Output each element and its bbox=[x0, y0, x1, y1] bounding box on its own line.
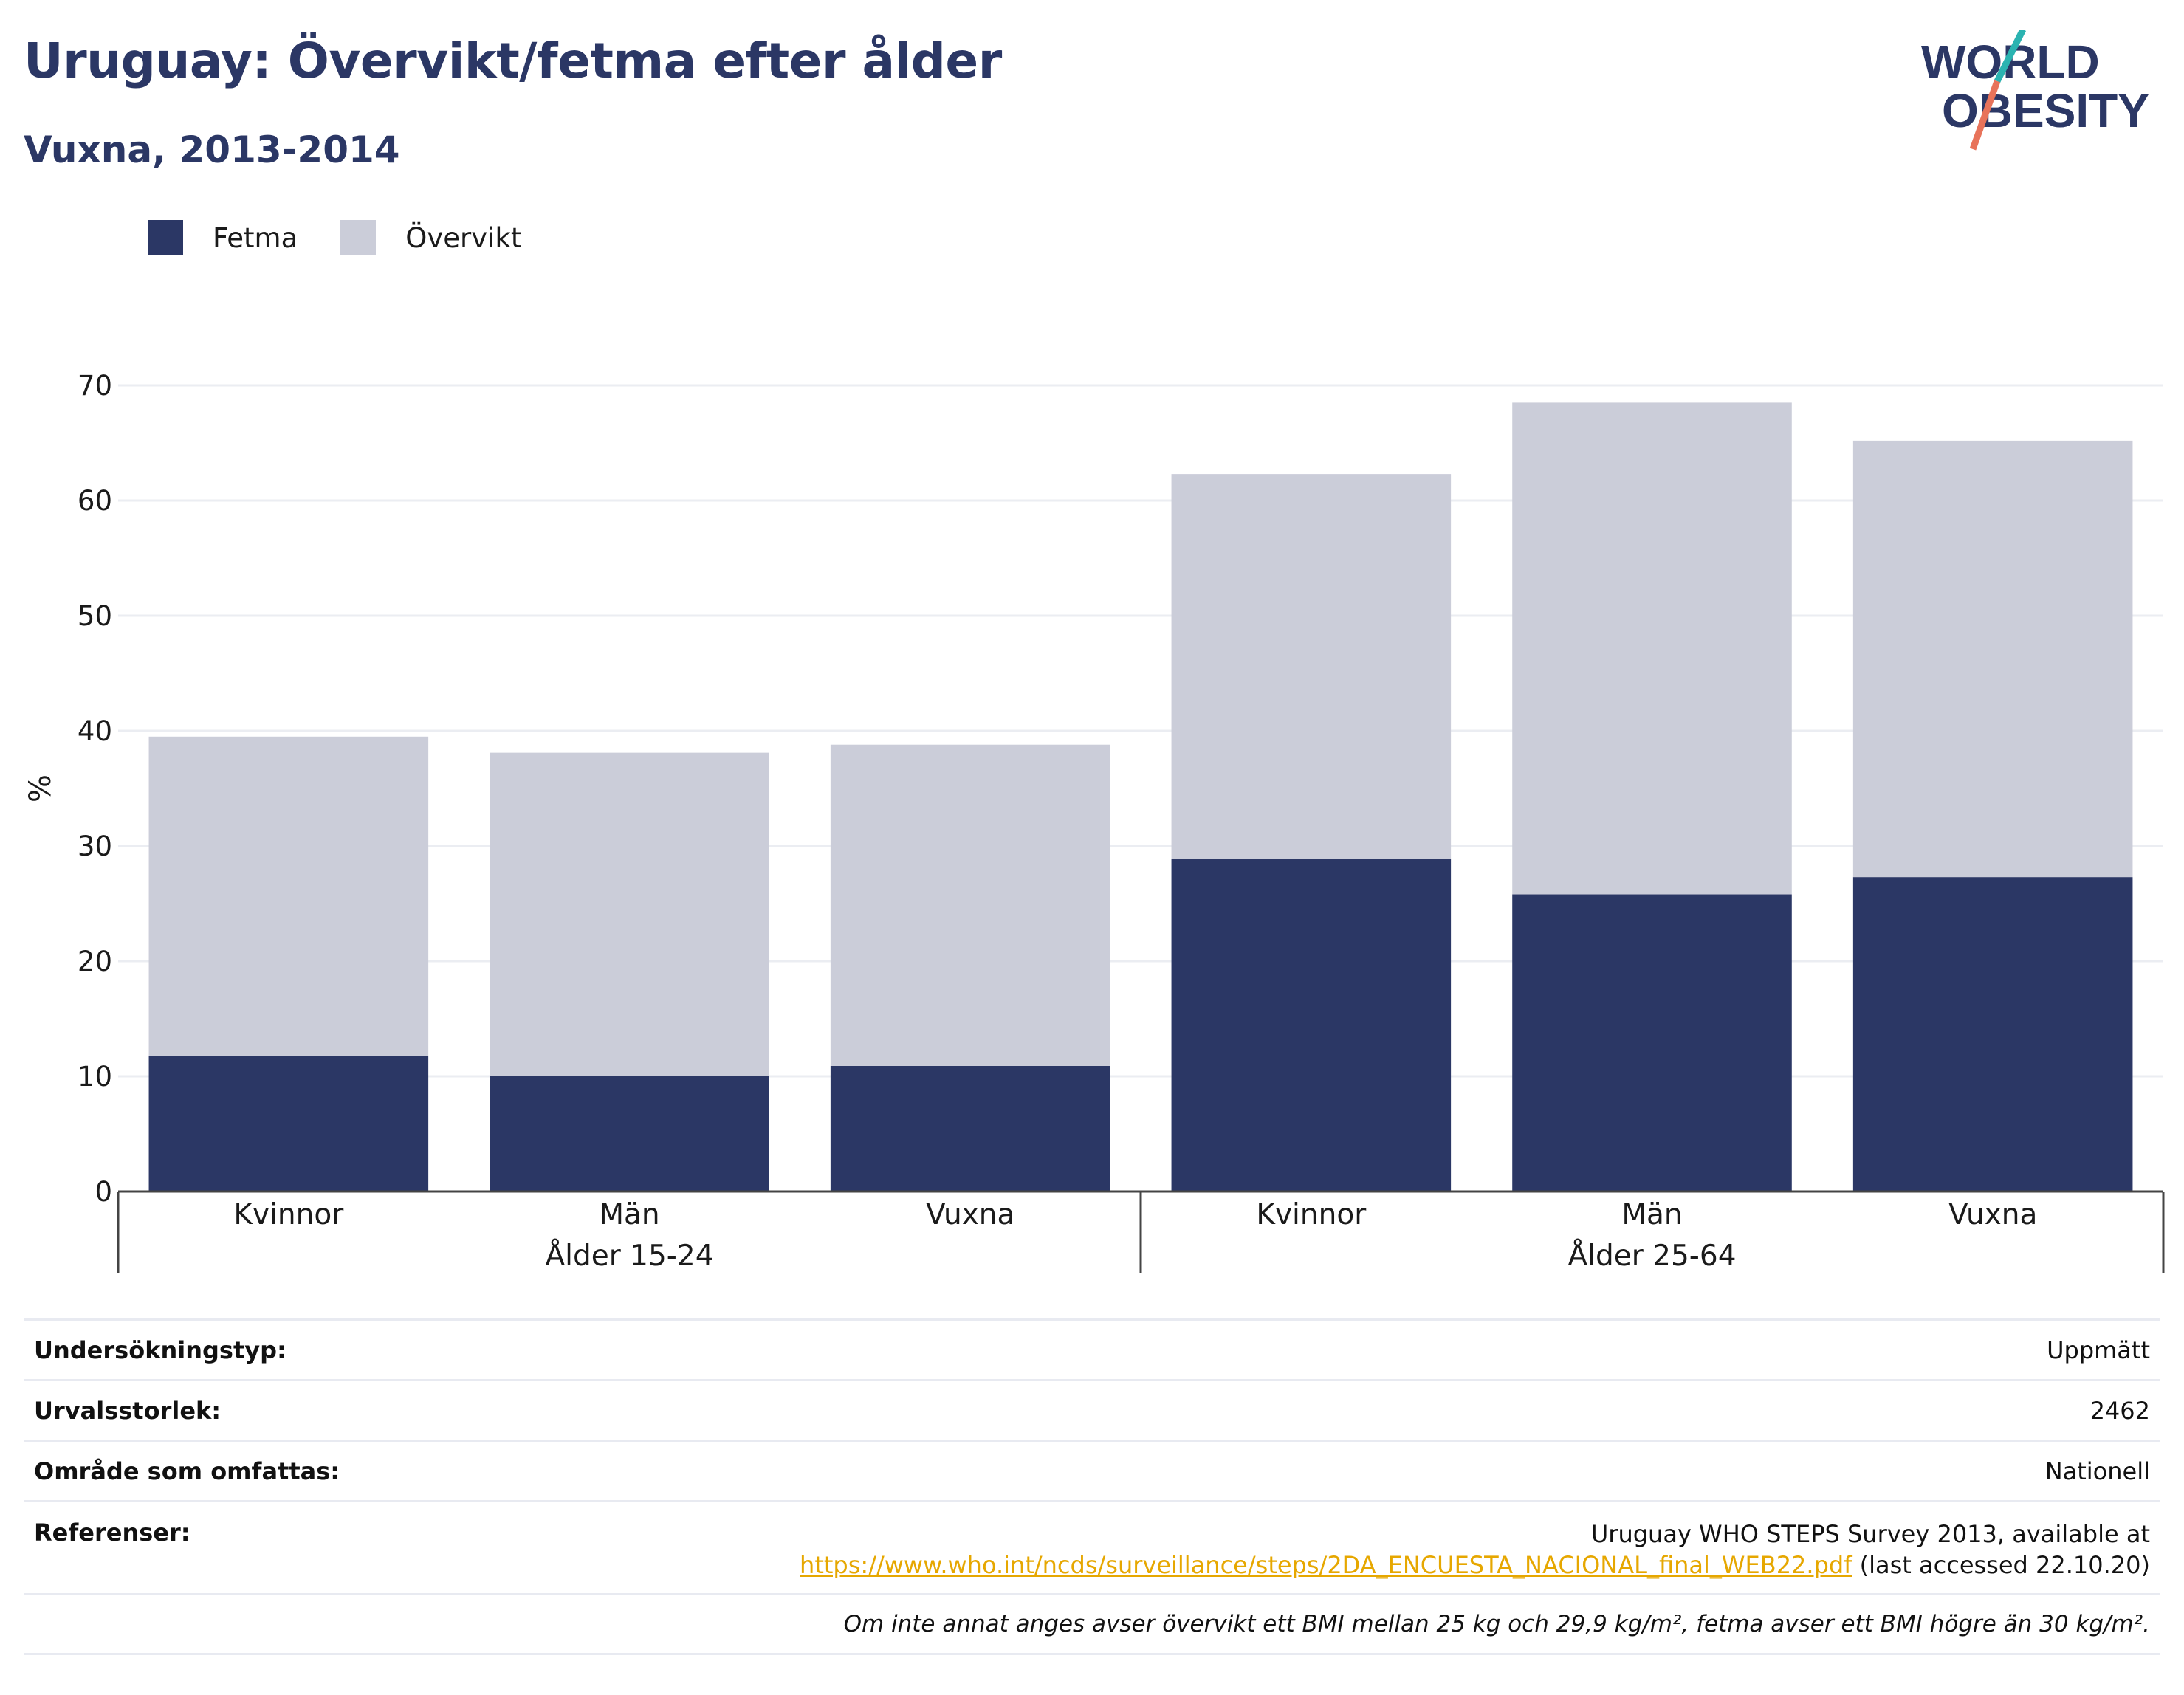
area-value: Nationell bbox=[2044, 1457, 2150, 1485]
references-line2: https://www.who.int/ncds/surveillance/st… bbox=[800, 1550, 2150, 1581]
area-label: Område som omfattas: bbox=[34, 1457, 340, 1485]
bar-fetma bbox=[1171, 859, 1452, 1192]
legend-swatch-overvikt bbox=[340, 220, 377, 255]
info-row-note: Om inte annat anges avser övervikt ett B… bbox=[24, 1593, 2160, 1655]
legend-swatch-fetma bbox=[148, 220, 183, 255]
x-tick-label: Kvinnor bbox=[233, 1198, 344, 1231]
page-subtitle: Vuxna, 2013-2014 bbox=[24, 128, 400, 171]
bar-overvikt bbox=[1171, 474, 1452, 859]
bar-overvikt bbox=[1852, 440, 2133, 878]
legend-item-fetma[interactable]: Fetma bbox=[148, 220, 298, 255]
bar-overvikt bbox=[490, 752, 769, 1076]
references-suffix: (last accessed 22.10.20) bbox=[1852, 1551, 2150, 1579]
bar-fetma bbox=[1852, 877, 2133, 1192]
bar-fetma bbox=[830, 1065, 1110, 1192]
x-group-label: Ålder 15-24 bbox=[545, 1238, 713, 1273]
info-row-area: Område som omfattas: Nationell bbox=[24, 1440, 2160, 1500]
survey-type-label: Undersökningstyp: bbox=[34, 1335, 286, 1364]
logo-line2: OBESITY bbox=[1942, 84, 2149, 137]
references-link[interactable]: https://www.who.int/ncds/surveillance/st… bbox=[800, 1551, 1852, 1579]
logo-slash-orange bbox=[1969, 80, 2001, 151]
page-title: Uruguay: Övervikt/fetma efter ålder bbox=[24, 32, 1002, 89]
chart-legend: Fetma Övervikt bbox=[148, 220, 564, 255]
x-group-label: Ålder 25-64 bbox=[1567, 1238, 1736, 1273]
survey-info-table: Undersökningstyp: Uppmätt Urvalsstorlek:… bbox=[24, 1318, 2160, 1655]
legend-label-overvikt: Övervikt bbox=[405, 221, 522, 254]
sample-size-label: Urvalsstorlek: bbox=[34, 1396, 222, 1425]
legend-item-overvikt[interactable]: Övervikt bbox=[340, 220, 521, 255]
logo-slash-teal bbox=[1994, 30, 2027, 83]
info-row-references: Referenser: Uruguay WHO STEPS Survey 201… bbox=[24, 1500, 2160, 1593]
references-label: Referenser: bbox=[34, 1519, 190, 1547]
legend-label-fetma: Fetma bbox=[213, 221, 298, 254]
info-row-survey-type: Undersökningstyp: Uppmätt bbox=[24, 1318, 2160, 1379]
bar-overvikt bbox=[1512, 402, 1792, 895]
y-tick-label: 10 bbox=[78, 1061, 112, 1093]
x-tick-label: Vuxna bbox=[926, 1198, 1014, 1231]
y-tick-label: 30 bbox=[78, 831, 112, 862]
bar-fetma bbox=[148, 1055, 429, 1192]
survey-type-value: Uppmätt bbox=[2047, 1335, 2150, 1364]
y-tick-label: 50 bbox=[78, 600, 112, 632]
x-tick-label: Kvinnor bbox=[1256, 1198, 1367, 1231]
y-tick-label: 60 bbox=[78, 485, 112, 517]
references-line1: Uruguay WHO STEPS Survey 2013, available… bbox=[1590, 1520, 2150, 1548]
bar-overvikt bbox=[830, 744, 1110, 1066]
stacked-bar-chart: 0 10 20 30 40 50 60 70% Kvinnor Män Vuxna Kvinnor Mä… bbox=[24, 370, 2165, 1273]
bar-overvikt bbox=[148, 736, 429, 1056]
x-tick-label: Vuxna bbox=[1948, 1198, 2037, 1231]
x-tick-label: Män bbox=[599, 1198, 659, 1231]
bmi-note: Om inte annat anges avser övervikt ett B… bbox=[843, 1611, 2150, 1637]
y-tick-label: 70 bbox=[78, 370, 112, 402]
y-tick-label: 0 bbox=[95, 1176, 112, 1208]
y-tick-label: 40 bbox=[78, 715, 112, 747]
x-tick-label: Män bbox=[1621, 1198, 1682, 1231]
info-row-sample-size: Urvalsstorlek: 2462 bbox=[24, 1379, 2160, 1440]
references-value: Uruguay WHO STEPS Survey 2013, available… bbox=[800, 1519, 2150, 1581]
y-tick-label: 20 bbox=[78, 946, 112, 977]
bar-fetma bbox=[490, 1076, 769, 1192]
y-axis-title: % bbox=[24, 774, 58, 802]
bar-fetma bbox=[1512, 894, 1792, 1192]
world-obesity-logo: WORLD OBESITY bbox=[1921, 30, 2149, 151]
sample-size-value: 2462 bbox=[2089, 1396, 2150, 1425]
